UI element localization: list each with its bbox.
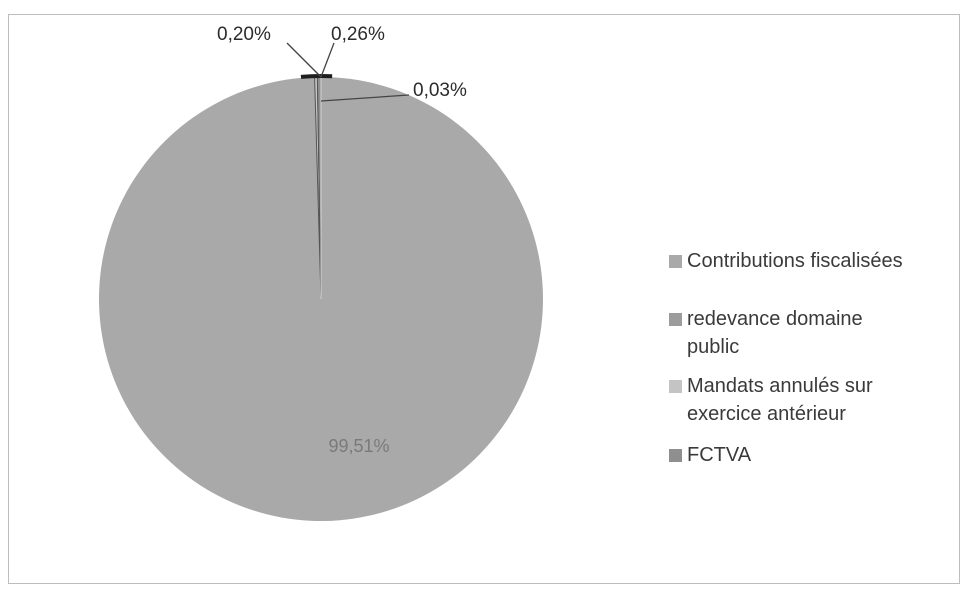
legend-label: Contributions fiscalisées [687, 250, 903, 272]
leader-line-redevance [320, 94, 410, 102]
leader-line-fctva [320, 42, 335, 78]
legend-swatch [669, 449, 682, 462]
legend-item-fctva: FCTVA [669, 441, 968, 469]
data-label-fctva: 0,26% [331, 24, 385, 45]
legend-item-mandats: Mandats annulés sur exercice antérieur [669, 372, 968, 428]
legend-swatch [669, 313, 682, 326]
pie-slices [99, 74, 544, 521]
data-labels: 0,20% 0,26% 0,03% 99,51% [217, 24, 467, 456]
leader-line-mandats [286, 42, 322, 78]
legend-label: FCTVA [687, 444, 752, 466]
data-label-redevance: 0,03% [413, 80, 467, 101]
small-slices-edge [300, 74, 333, 79]
legend-label: redevance domaine public [687, 308, 863, 358]
legend-item-contributions: Contributions fiscalisées [669, 247, 968, 275]
pie-chart: 0,20% 0,26% 0,03% 99,51% [99, 24, 544, 521]
data-label-contributions: 99,51% [328, 436, 389, 456]
legend-swatch [669, 380, 682, 393]
leader-lines [286, 42, 410, 102]
legend: Contributions fiscalisées redevance doma… [669, 247, 968, 469]
legend-item-redevance: redevance domaine public [669, 305, 968, 361]
legend-swatch [669, 255, 682, 268]
chart-frame: 0,20% 0,26% 0,03% 99,51% Contributions fisc… [8, 14, 960, 584]
data-label-mandats: 0,20% [217, 24, 271, 45]
legend-label: Mandats annulés sur exercice antérieur [687, 375, 873, 425]
